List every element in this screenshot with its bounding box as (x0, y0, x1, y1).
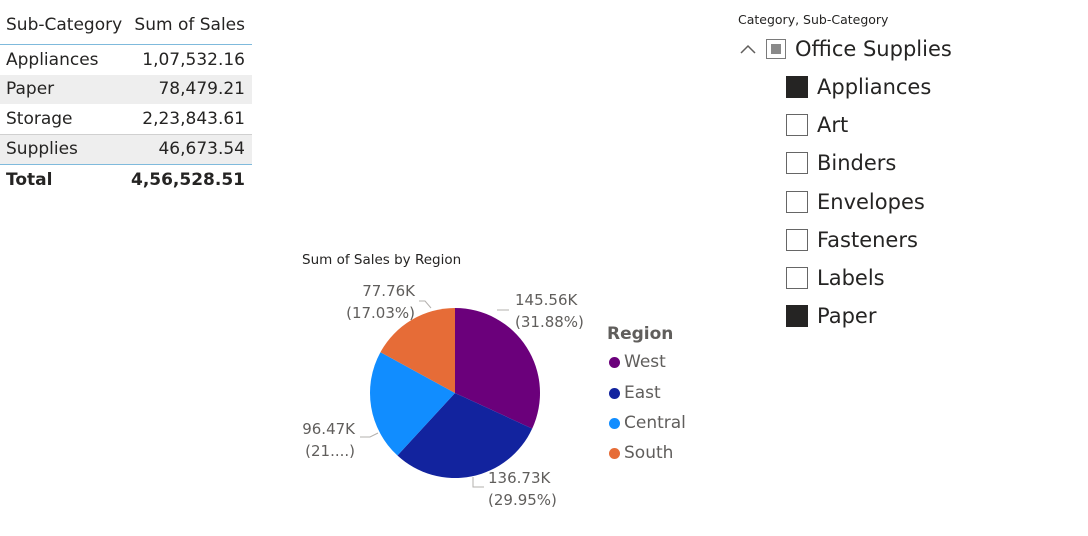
partial-checkbox[interactable] (766, 39, 786, 59)
slicer-item-label: Appliances (817, 75, 932, 99)
leader-line-south (419, 300, 432, 309)
slicer-item-binders[interactable]: Binders (786, 150, 896, 176)
sub-category-cell: Paper (6, 79, 55, 100)
chart-title: Sum of Sales by Region (302, 252, 462, 268)
slicer-item-labels[interactable]: Labels (786, 265, 885, 291)
legend-marker (609, 417, 620, 429)
slicer-item-label: Envelopes (817, 190, 925, 214)
pie-slice-east[interactable] (397, 393, 533, 478)
slicer-item-fasteners[interactable]: Fasteners (786, 227, 918, 253)
sales-table: Sub-Category Sum of Sales Appliances 1,0… (0, 6, 252, 195)
slicer-item-label: Labels (817, 266, 885, 290)
table-row[interactable]: Paper 78,479.21 (0, 74, 252, 104)
legend-marker (609, 356, 620, 368)
slicer-parent-label: Office Supplies (795, 37, 952, 61)
legend-marker (609, 387, 620, 399)
legend-label: Central (624, 413, 686, 433)
data-label-value-central: 96.47K (302, 420, 356, 438)
data-label-percent-south: (17.03%) (346, 304, 415, 322)
sales-cell: 2,23,843.61 (142, 108, 245, 129)
legend-label: East (624, 383, 661, 403)
sub-category-cell: Appliances (6, 49, 99, 70)
total-value: 4,56,528.51 (130, 169, 245, 190)
legend-label: South (624, 443, 674, 463)
slicer-parent-office-supplies[interactable]: Office Supplies (738, 36, 952, 62)
legend-marker (609, 447, 620, 459)
legend-label: West (624, 352, 666, 372)
data-label-percent-east: (29.95%) (488, 491, 557, 509)
slicer-item-label: Fasteners (817, 228, 918, 252)
data-label-percent-central: (21....) (305, 442, 355, 460)
slicer-item-envelopes[interactable]: Envelopes (786, 189, 925, 215)
legend-item-east[interactable]: East (609, 383, 661, 403)
slicer-item-label: Art (817, 113, 849, 137)
legend-item-central[interactable]: Central (609, 413, 686, 433)
data-label-value-west: 145.56K (515, 291, 578, 309)
data-label-value-south: 77.76K (362, 282, 416, 300)
pie-chart: 145.56K (31.88%) 136.73K (29.95%) 96.47K (21.… (302, 282, 584, 509)
slicer-header: Category, Sub-Category (738, 12, 889, 27)
checkbox[interactable] (786, 76, 808, 98)
checkbox[interactable] (786, 305, 808, 327)
table-header-row: Sub-Category Sum of Sales (0, 6, 252, 45)
table-row[interactable]: Storage 2,23,843.61 (0, 104, 252, 135)
slicer-item-art[interactable]: Art (786, 112, 848, 138)
legend-item-west[interactable]: West (609, 352, 666, 372)
sales-cell: 78,479.21 (158, 79, 245, 100)
column-header-sub-category[interactable]: Sub-Category (6, 15, 123, 35)
pie-slice-central[interactable] (370, 352, 455, 456)
checkbox[interactable] (786, 191, 808, 213)
checkbox[interactable] (786, 267, 808, 289)
table-total-row: Total 4,56,528.51 (0, 164, 252, 195)
sub-category-cell: Storage (6, 108, 73, 129)
leader-line-central (360, 432, 379, 438)
leader-line-east (472, 477, 484, 488)
data-label-percent-west: (31.88%) (515, 313, 584, 331)
total-label: Total (6, 169, 53, 190)
checkbox[interactable] (786, 114, 808, 136)
slicer-item-label: Paper (817, 304, 877, 328)
slicer-item-label: Binders (817, 151, 897, 175)
slicer-item-paper[interactable]: Paper (786, 303, 876, 329)
pie-slice-west[interactable] (455, 308, 540, 429)
table-row[interactable]: Appliances 1,07,532.16 (0, 45, 252, 75)
sub-category-cell: Supplies (6, 139, 78, 160)
table-row[interactable]: Supplies 46,673.54 (0, 134, 252, 164)
sales-cell: 46,673.54 (158, 139, 245, 160)
slicer-item-appliances[interactable]: Appliances (786, 74, 931, 100)
legend-title: Region (607, 324, 674, 344)
checkbox[interactable] (786, 229, 808, 251)
legend-item-south[interactable]: South (609, 443, 673, 463)
sales-cell: 1,07,532.16 (142, 49, 245, 70)
column-header-sum-of-sales[interactable]: Sum of Sales (134, 15, 245, 35)
data-label-value-east: 136.73K (488, 469, 551, 487)
chevron-up-icon[interactable] (738, 39, 758, 59)
pie-slice-south[interactable] (380, 308, 455, 393)
checkbox[interactable] (786, 152, 808, 174)
